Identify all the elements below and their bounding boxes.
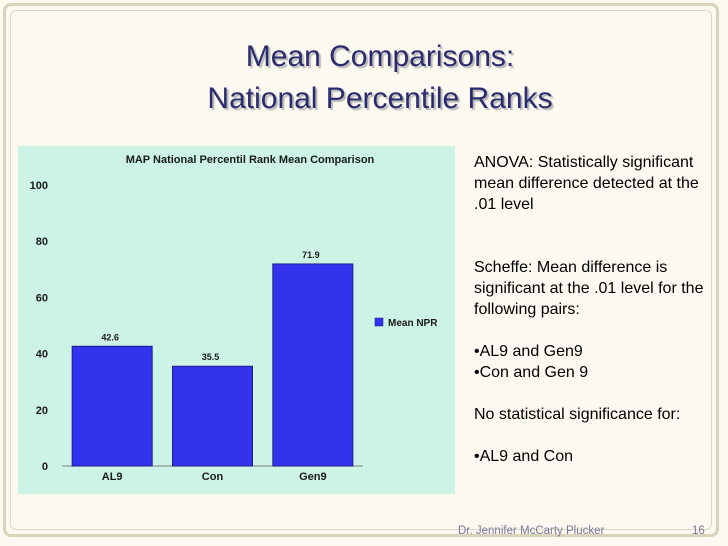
chart-panel: MAP National Percentil Rank Mean Compari… (18, 146, 455, 494)
bar-al9 (71, 345, 153, 467)
note-no-significance: No statistical significance for: (474, 406, 681, 423)
y-tick-label: 60 (36, 292, 48, 304)
y-tick-label: 40 (36, 349, 48, 361)
data-label-al9: 42.6 (101, 332, 119, 342)
note-anova: ANOVA: Statistically significant mean di… (474, 154, 699, 213)
bar-con (172, 365, 253, 467)
y-tick-label: 0 (42, 461, 48, 473)
labels-group: 42.6 AL9 35.5 Con 71.9 Gen9 (101, 250, 326, 483)
note-pair-1: •AL9 and Gen9 (474, 343, 583, 360)
note-pair-2: •Con and Gen 9 (474, 364, 589, 381)
legend: Mean NPR (374, 317, 438, 329)
slide-title-line1: Mean Comparisons: (245, 40, 515, 73)
bars-group (71, 263, 354, 467)
legend-swatch (374, 317, 384, 327)
bar-chart: MAP National Percentil Rank Mean Compari… (30, 154, 439, 483)
chart-title: MAP National Percentil Rank Mean Compari… (126, 154, 375, 166)
x-tick-label-gen9: Gen9 (299, 471, 327, 483)
data-label-con: 35.5 (202, 352, 220, 362)
y-tick-label: 20 (36, 405, 48, 417)
slide-title-line2: National Percentile Ranks (207, 82, 553, 115)
slide-title: Mean Comparisons: National Percentile Ra… (140, 36, 620, 120)
page-number: 16 (692, 525, 705, 537)
slide-border (3, 3, 719, 537)
y-tick-label: 80 (36, 236, 48, 248)
legend-label: Mean NPR (388, 318, 438, 329)
slide-inner-border (10, 10, 712, 530)
x-tick-label-con: Con (202, 471, 224, 483)
y-tick-label: 100 (30, 180, 48, 192)
notes-panel: ANOVA: Statistically significant mean di… (474, 152, 704, 467)
bar-gen9 (272, 263, 354, 467)
note-pair-3: •AL9 and Con (474, 448, 574, 465)
note-scheffe: Scheffe: Mean difference is significant … (474, 259, 704, 318)
data-label-gen9: 71.9 (302, 250, 320, 260)
footer-author: Dr. Jennifer McCarty Plucker (458, 525, 605, 537)
x-tick-label-al9: AL9 (102, 471, 123, 483)
